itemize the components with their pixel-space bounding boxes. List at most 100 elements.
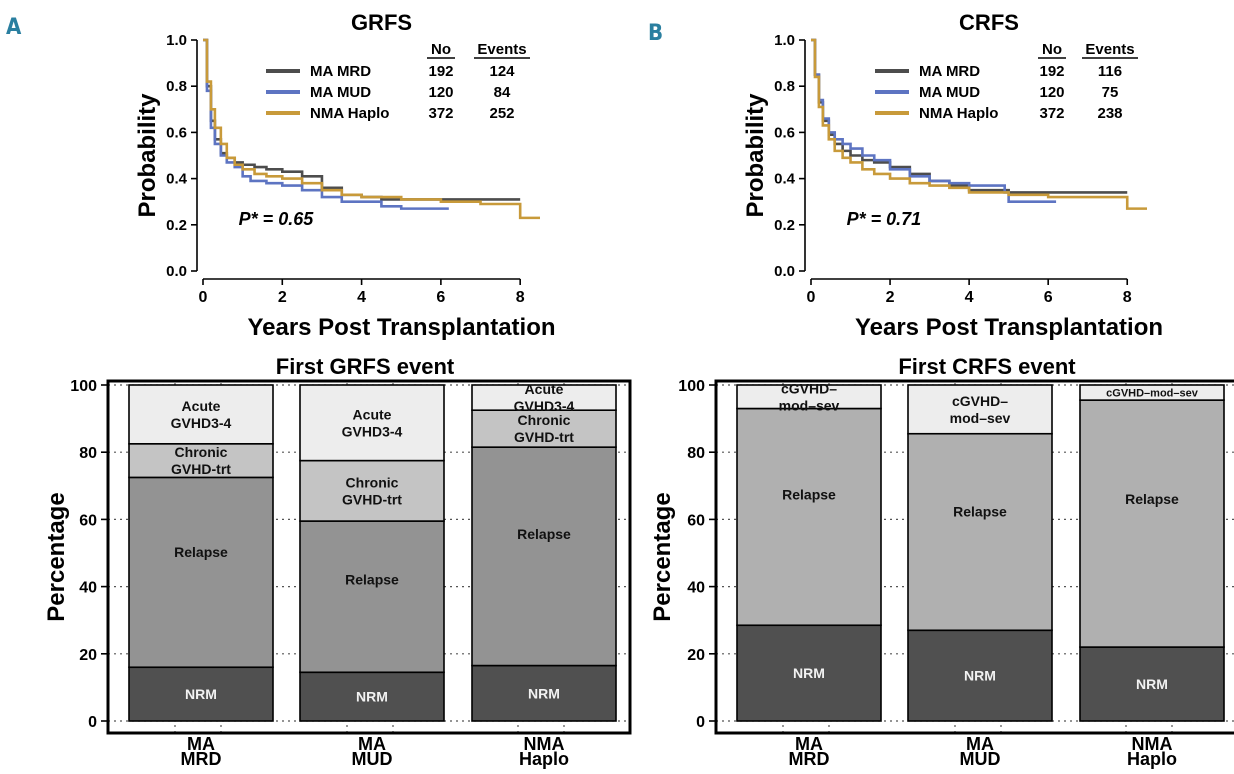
y-tick-label: 0.0 <box>774 263 795 280</box>
p-value-annotation: P* = 0.65 <box>239 209 315 229</box>
x-tick-label: 2 <box>278 289 287 306</box>
p-value-annotation: P* = 0.71 <box>847 209 922 229</box>
bar-segment-label: GVHD3-4 <box>514 398 575 414</box>
bar-segment-label: Relapse <box>174 544 228 560</box>
bar-segment <box>471 409 617 448</box>
bar-segment-label: mod–sev <box>950 410 1011 426</box>
y-axis-title: Percentage <box>649 492 676 621</box>
y-tick-label: 20 <box>687 647 705 664</box>
bar-segment <box>736 407 882 627</box>
bar-segment-label: Acute <box>353 406 392 422</box>
legend-events-value: 252 <box>489 105 514 122</box>
x-category-label: MA <box>187 734 215 754</box>
chart-title: CRFS <box>959 10 1019 35</box>
x-axis-title: Years Post Transplantation <box>855 314 1163 341</box>
bar-segment <box>299 520 445 674</box>
y-tick-label: 80 <box>687 445 705 462</box>
bar-segment-label: Acute <box>182 398 221 414</box>
bar-segment-label: GVHD3-4 <box>342 423 403 439</box>
legend-label: MA MRD <box>310 63 371 80</box>
y-tick-label: 0.0 <box>166 263 187 280</box>
bar-segment-label: NRM <box>185 686 217 702</box>
bar-segment-label: GVHD-trt <box>342 491 402 507</box>
bar-segment-label: Relapse <box>782 487 836 503</box>
y-tick-label: 0.8 <box>166 78 187 95</box>
panel-border <box>714 379 1234 735</box>
x-category-label: NMA <box>1132 734 1173 754</box>
chart-title: First GRFS event <box>276 354 455 379</box>
chart-title: GRFS <box>351 10 412 35</box>
bar-segment <box>1079 384 1225 401</box>
legend-label: NMA Haplo <box>310 105 389 122</box>
x-tick-label: 0 <box>199 289 208 306</box>
bar-segment <box>1079 646 1225 722</box>
legend-no-value: 372 <box>428 105 453 122</box>
legend-header-no: No <box>1042 41 1062 58</box>
bar-segment-label: Chronic <box>346 474 399 490</box>
bar-segment <box>736 384 882 410</box>
bar-segment <box>907 629 1053 722</box>
bar-segment-label: Acute <box>525 381 564 397</box>
bar-segment <box>471 384 617 412</box>
grfs-km-chart: GRFS 0.0 0.2 0.4 0.6 0.8 1.0 0 2 4 6 8 Years Post Tr… <box>134 10 556 341</box>
bar-segment-label: GVHD-trt <box>171 461 231 477</box>
y-tick-label: 40 <box>687 580 705 597</box>
legend-header-no: No <box>431 41 451 58</box>
bar-segment <box>471 446 617 667</box>
bar-segment <box>1079 399 1225 648</box>
x-tick-label: 0 <box>807 289 816 306</box>
x-tick-label: 4 <box>357 289 366 306</box>
x-tick-label: 6 <box>436 289 445 306</box>
y-tick-label: 0.2 <box>166 217 187 234</box>
legend-events-value: 124 <box>489 63 515 80</box>
y-tick-label: 0 <box>88 714 97 731</box>
bar-segment-label: cGVHD– <box>952 393 1008 409</box>
y-axis-title: Probability <box>134 93 161 218</box>
panel-letter-b: B <box>648 21 663 46</box>
bar-segment-label: Relapse <box>953 503 1007 519</box>
panel-border <box>106 379 632 735</box>
x-tick-label: 8 <box>1123 289 1132 306</box>
y-tick-label: 40 <box>79 580 97 597</box>
x-category-label: NMA <box>524 734 565 754</box>
y-tick-label: 0.4 <box>774 171 796 188</box>
y-tick-label: 100 <box>678 378 705 395</box>
y-tick-label: 0.6 <box>166 124 187 141</box>
bar-segment <box>128 476 274 669</box>
y-tick-label: 0.8 <box>774 78 795 95</box>
legend-events-value: 75 <box>1102 84 1119 101</box>
y-tick-label: 0.4 <box>166 171 188 188</box>
chart-title: First CRFS event <box>898 354 1076 379</box>
bar-segment-label: NRM <box>793 665 825 681</box>
y-tick-label: 60 <box>687 512 705 529</box>
x-tick-label: 8 <box>516 289 525 306</box>
x-category-label: MUD <box>352 749 393 769</box>
y-tick-label: 100 <box>70 378 97 395</box>
y-tick-label: 1.0 <box>774 32 795 49</box>
bar-segment <box>128 384 274 445</box>
x-category-label: MA <box>795 734 823 754</box>
bar-segment <box>471 664 617 722</box>
bar-segment-label: Relapse <box>1125 491 1179 507</box>
x-category-label: Haplo <box>1127 749 1177 769</box>
legend-events-value: 84 <box>494 84 511 101</box>
bar-segment <box>299 459 445 522</box>
km-curve-ma-mud <box>203 38 449 210</box>
panel-letter-a: A <box>6 15 22 40</box>
crfs-stacked-bar-chart: First CRFS event NRM Relapse cGVHD–mod–sev M… <box>649 354 1234 769</box>
legend-label: NMA Haplo <box>919 105 998 122</box>
bar-segment-label: NRM <box>1136 676 1168 692</box>
y-tick-label: 0.6 <box>774 124 795 141</box>
legend-header-events: Events <box>1085 41 1134 58</box>
bar-segment <box>907 384 1053 435</box>
legend-events-value: 116 <box>1098 63 1122 80</box>
legend-label: MA MUD <box>919 84 980 101</box>
y-axis-title: Percentage <box>43 492 70 621</box>
x-category-label: MA <box>966 734 994 754</box>
x-category-label: MRD <box>181 749 222 769</box>
bar-segment <box>907 432 1053 632</box>
x-axis-title: Years Post Transplantation <box>247 314 555 341</box>
x-category-label: MRD <box>789 749 830 769</box>
x-category-label: Haplo <box>519 749 569 769</box>
